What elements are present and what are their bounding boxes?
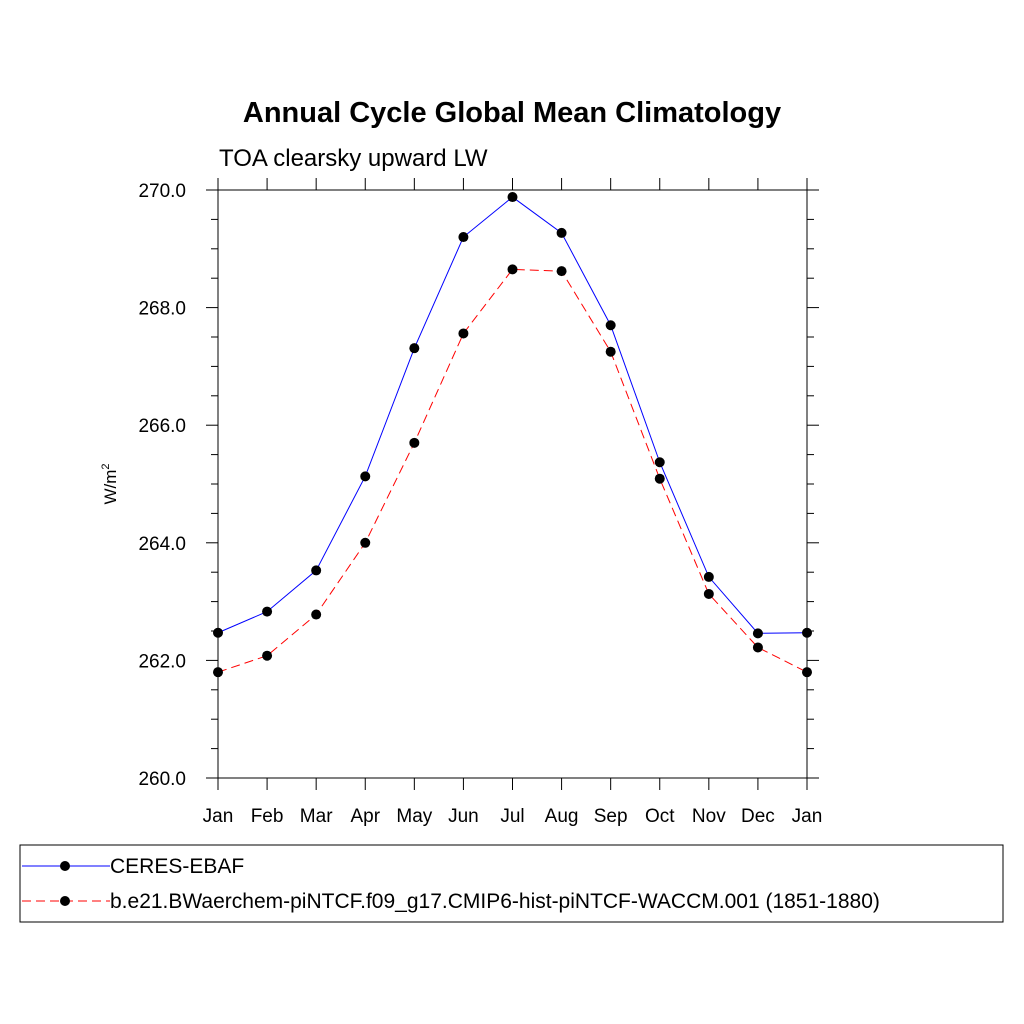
series-1-point	[360, 471, 371, 482]
x-tick-label: Nov	[692, 806, 726, 827]
y-tick-label: 260.0	[138, 769, 186, 790]
x-tick-label: May	[396, 806, 432, 827]
series-2-point	[458, 328, 469, 339]
legend-marker-2	[60, 896, 70, 906]
series-1-point	[213, 627, 223, 638]
x-tick-label: Sep	[594, 806, 628, 827]
legend-label-1: CERES-EBAF	[110, 855, 244, 878]
series-2-point	[213, 667, 223, 678]
chart-subtitle: TOA clearsky upward LW	[219, 145, 488, 172]
x-tick-label: Jan	[203, 806, 234, 827]
series-2-point	[409, 437, 420, 448]
y-tick-label: 266.0	[138, 416, 186, 437]
series-1-point	[458, 232, 469, 243]
series-1-point	[556, 227, 567, 238]
x-tick-label: Aug	[545, 806, 579, 827]
series-2-point	[752, 642, 763, 653]
x-tick-label: Apr	[350, 806, 380, 827]
series-2-point	[360, 537, 371, 548]
x-tick-label: Jan	[792, 806, 823, 827]
series-1-point	[507, 192, 518, 203]
series-2-point	[556, 266, 567, 277]
series-1-point	[752, 628, 763, 639]
series-2-point	[703, 588, 714, 599]
x-tick-label: Jul	[500, 806, 524, 827]
legend: CERES-EBAF b.e21.BWaerchem-piNTCF.f09_g17…	[19, 844, 1004, 923]
x-tick-label: Oct	[645, 806, 675, 827]
series-1-point	[654, 457, 665, 468]
series-1-point	[311, 565, 322, 576]
series-1-point	[262, 606, 273, 617]
legend-label-2: b.e21.BWaerchem-piNTCF.f09_g17.CMIP6-his…	[110, 890, 880, 913]
series-line-1	[217, 196, 808, 634]
series-2-point	[802, 667, 812, 678]
y-axis-label: W/m2	[100, 463, 120, 504]
x-tick-label: Dec	[741, 806, 775, 827]
plot-area	[213, 192, 812, 678]
y-tick-label: 262.0	[138, 651, 186, 672]
series-2-point	[605, 346, 616, 357]
chart-title: Annual Cycle Global Mean Climatology	[243, 97, 781, 129]
axes: 260.0 262.0 264.0 266.0 268.0 270.0 Jan Feb Mar A…	[138, 178, 822, 827]
y-axis-label-superscript: 2	[100, 463, 112, 469]
series-line-2	[217, 268, 808, 673]
series-1-point	[802, 627, 812, 638]
y-tick-label: 264.0	[138, 534, 186, 555]
y-tick-label: 270.0	[138, 181, 186, 202]
y-tick-label: 268.0	[138, 299, 186, 320]
x-tick-label: Jun	[448, 806, 479, 827]
series-2-point	[507, 264, 518, 275]
y-axis-label-text: W/m	[101, 470, 120, 505]
x-tick-label: Mar	[300, 806, 333, 827]
series-1-point	[605, 320, 616, 331]
series-1-point	[703, 571, 714, 582]
series-2-point	[262, 650, 273, 661]
legend-box	[19, 844, 1004, 923]
series-1-point	[409, 343, 420, 354]
x-tick-label: Feb	[251, 806, 284, 827]
plot-frame	[217, 189, 808, 779]
series-2-point	[311, 609, 322, 620]
series-2-point	[654, 473, 665, 484]
legend-marker-1	[60, 861, 70, 871]
